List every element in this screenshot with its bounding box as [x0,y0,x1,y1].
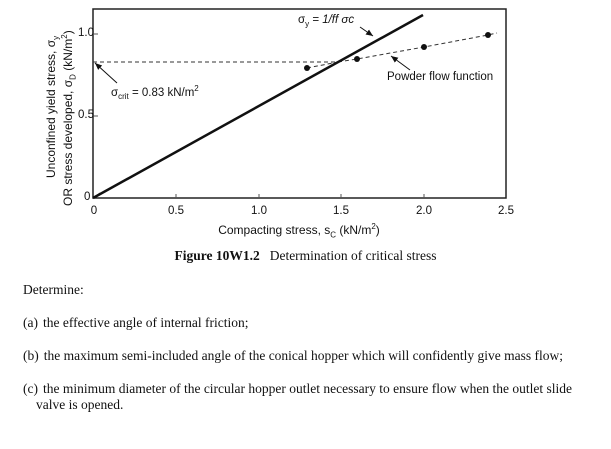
yield-line-annotation: σy = 1/ff σc [298,14,355,29]
y-axis-label-line1: Unconfined yield stress, σy [44,35,61,178]
y-tick-0: 0 [84,191,91,203]
figure-number: Figure 10W1.2 [174,248,260,263]
x-tick-0: 0 [90,205,98,217]
y-tick-1-0: 1.0 [78,27,94,39]
yield-line-arrow [359,26,374,37]
x-tick-1-0: 1.0 [251,205,267,217]
flow-function-points [304,32,491,71]
plot-frame [92,8,507,199]
question-c: (c) the minimum diameter of the circular … [23,381,572,412]
flow-function-arrow [390,55,411,71]
yield-stress-line [92,13,424,200]
figure-title: Determination of critical stress [269,248,437,263]
x-tick-0-5: 0.5 [168,205,184,217]
critical-stress-chart: Unconfined yield stress, σy OR stress de… [2,8,514,240]
plot-area [92,8,507,200]
question-a: (a) the effective angle of internal frict… [23,315,249,330]
question-b: (b) the maximum semi-included angle of th… [23,348,563,363]
x-axis-label: Compacting stress, sC (kN/m2) [218,222,380,240]
y-axis-label-line2: OR stress developed, σD (kN/m2) [60,30,78,206]
y-axis-label: Unconfined yield stress, σy OR stress de… [2,18,82,218]
problem-text: Determine: (a) the effective angle of int… [23,282,593,430]
axis-ticks [93,33,425,198]
figure-caption: Figure 10W1.2 Determination of critical s… [0,248,611,264]
y-tick-0-5: 0.5 [78,109,94,121]
x-tick-1-5: 1.5 [333,205,349,217]
critical-stress-arrow [94,62,118,84]
critical-stress-annotation: σcrit = 0.83 kN/m2 [111,84,199,102]
x-tick-2-0: 2.0 [416,205,432,217]
flow-function-annotation: Powder flow function [387,71,494,83]
intro-text: Determine: [23,282,84,297]
x-tick-2-5: 2.5 [498,205,514,217]
